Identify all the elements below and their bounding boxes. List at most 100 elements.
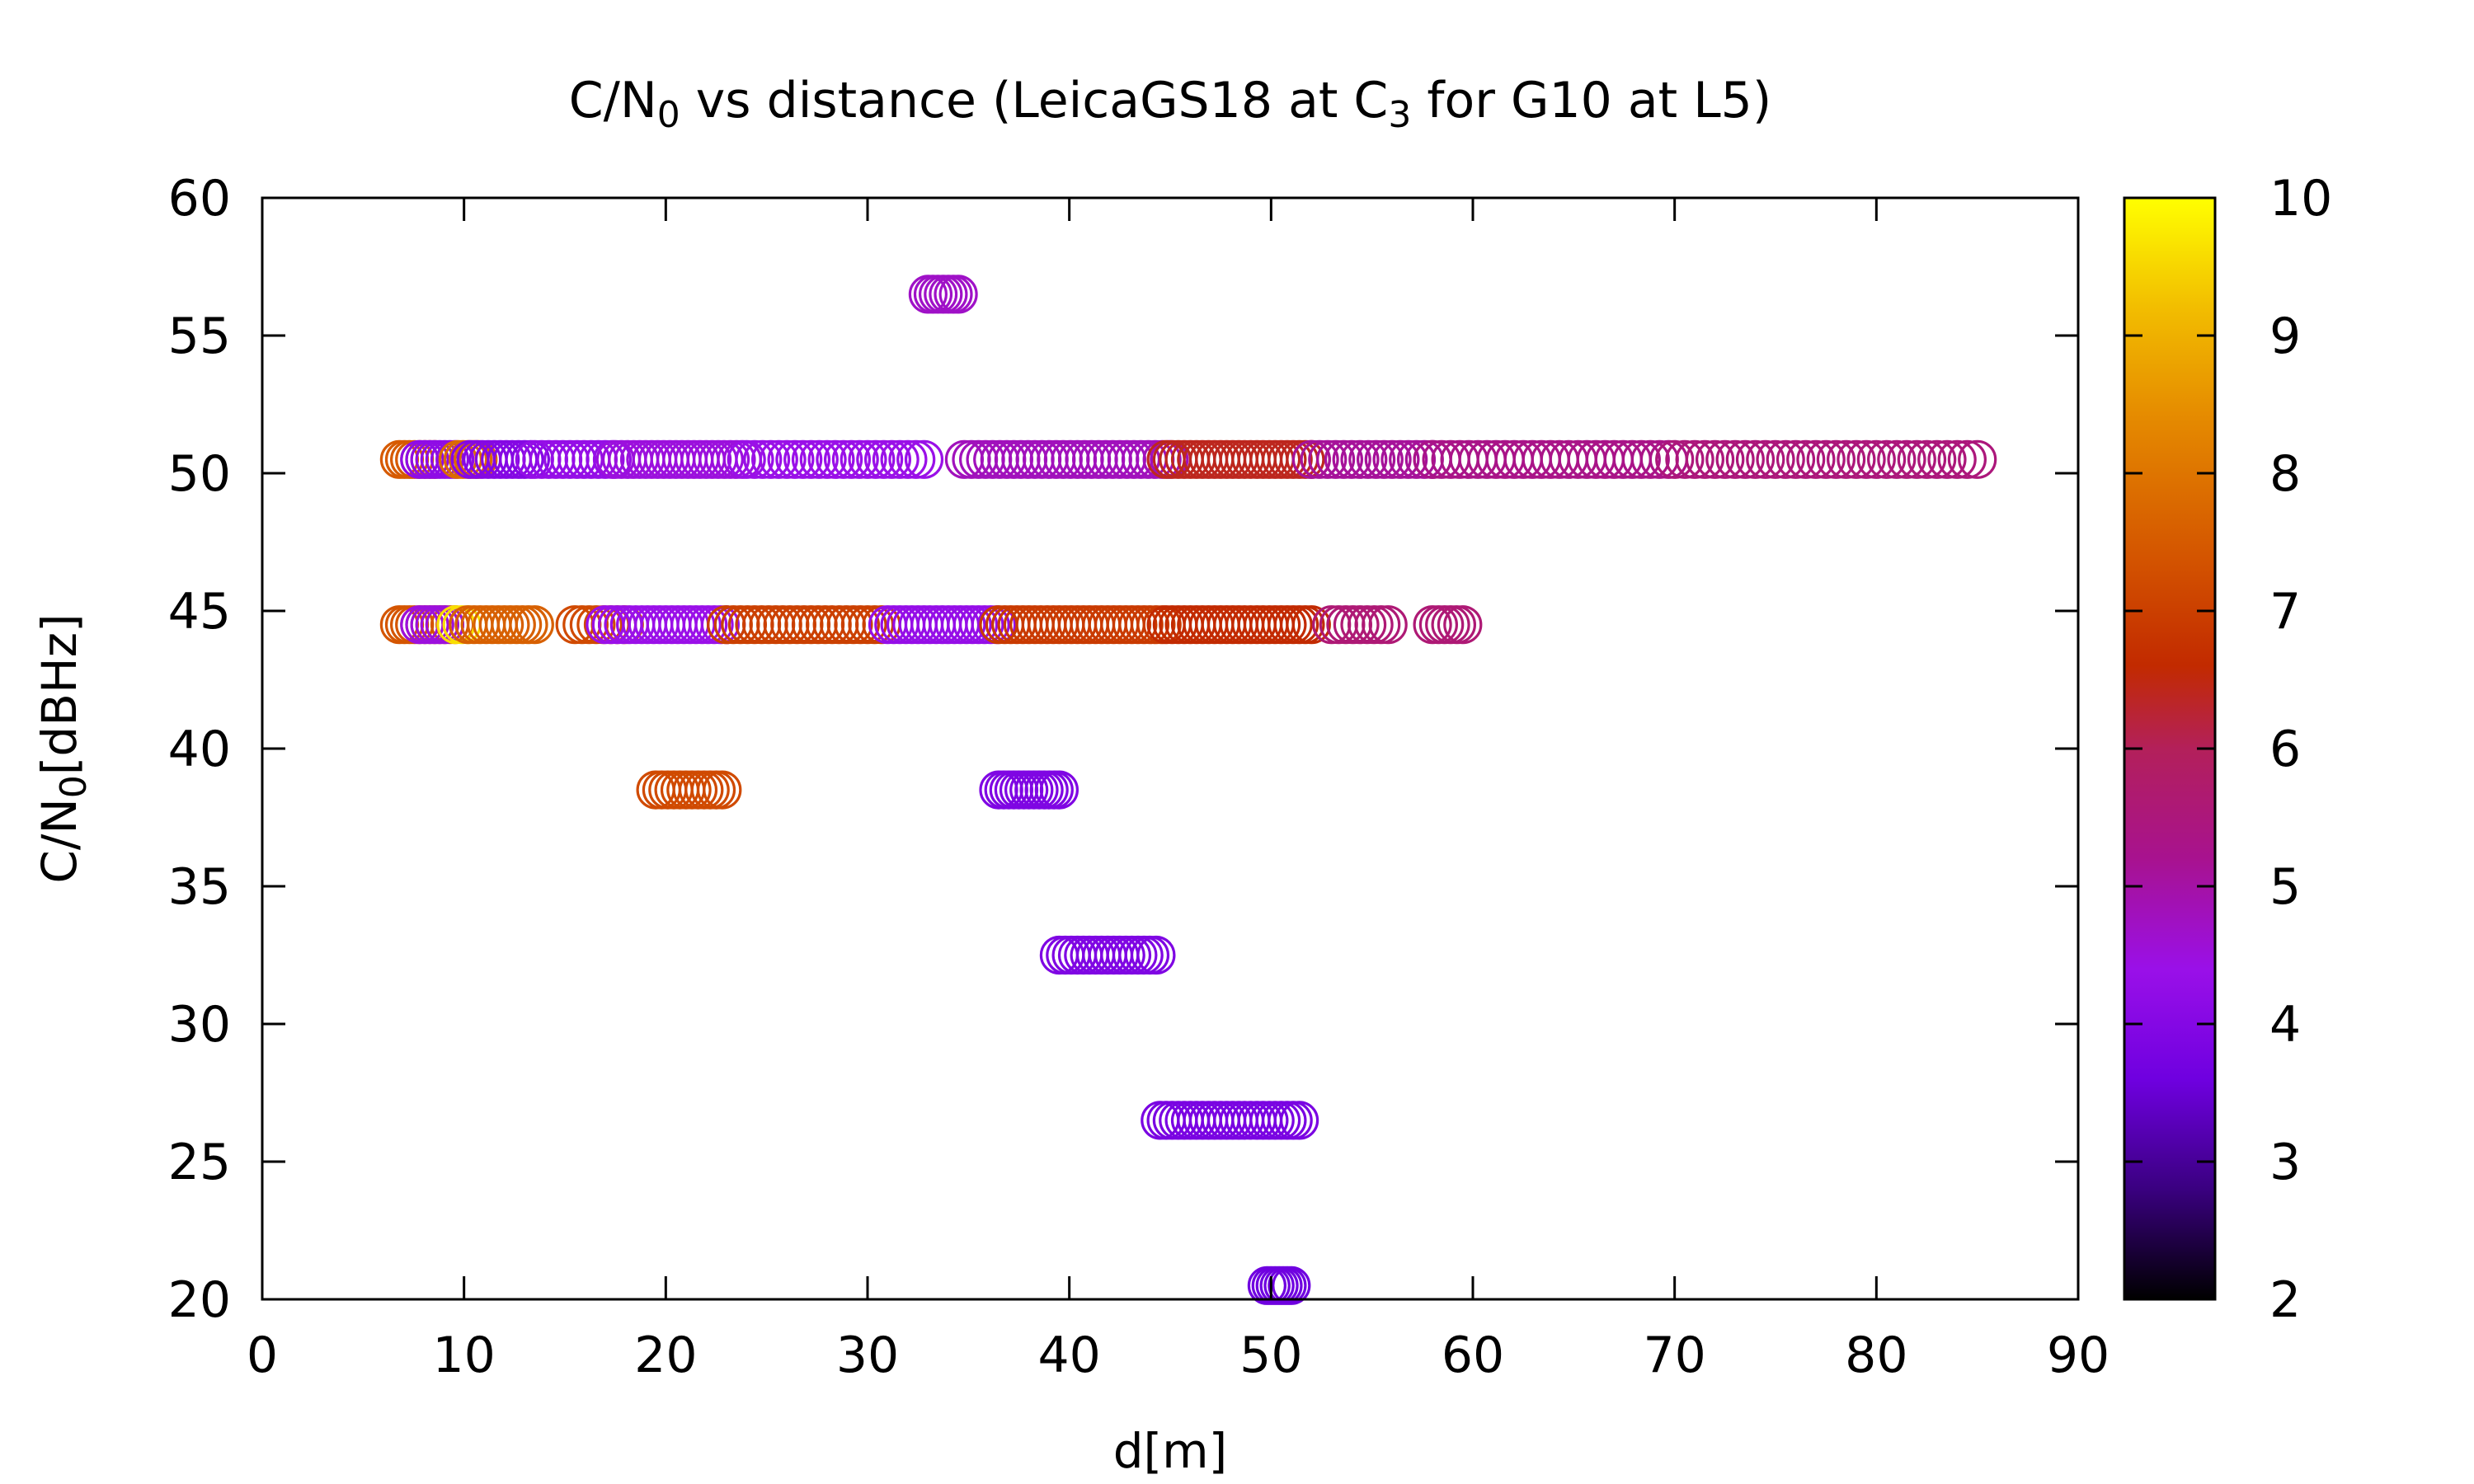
data-point	[1705, 439, 1745, 479]
x-axis: 0 10 20 30 40 50 60 70 80 90	[247, 198, 2109, 1384]
data-point	[1766, 439, 1805, 479]
point-group	[1312, 605, 1408, 645]
data-point	[1786, 439, 1826, 479]
y-tick-label: 40	[168, 721, 231, 778]
data-point	[1364, 439, 1404, 479]
point-group	[1039, 935, 1176, 975]
data-point	[743, 439, 783, 479]
data-point	[1356, 439, 1396, 479]
point-group	[515, 439, 633, 479]
data-point	[1279, 1101, 1319, 1140]
chart-title: C/N0 vs distance (LeicaGS18 at C3 for G1…	[569, 72, 1772, 136]
data-point	[515, 605, 554, 645]
y-tick-label: 25	[168, 1134, 231, 1191]
point-group	[1413, 439, 1688, 479]
data-point	[1340, 439, 1380, 479]
data-point	[1958, 439, 1997, 479]
data-point	[1272, 1266, 1311, 1305]
point-group	[1141, 1101, 1319, 1140]
data-point	[1675, 439, 1714, 479]
point-group	[1291, 439, 1452, 479]
colorbar-tick-label: 7	[2269, 583, 2301, 641]
y-tick-label: 55	[168, 308, 231, 365]
data-point	[1655, 439, 1695, 479]
x-tick-label: 10	[432, 1327, 495, 1384]
colorbar-tick-label: 2	[2269, 1271, 2301, 1329]
data-point	[1380, 439, 1420, 479]
data-point	[1665, 439, 1705, 479]
data-point	[775, 439, 815, 479]
data-point	[1324, 439, 1364, 479]
data-point	[1372, 439, 1412, 479]
data-point	[1867, 439, 1907, 479]
x-tick-label: 40	[1037, 1327, 1100, 1384]
data-point	[831, 439, 872, 479]
data-point	[904, 439, 944, 479]
data-point	[1947, 439, 1987, 479]
data-point	[1136, 935, 1176, 975]
point-group	[979, 770, 1079, 810]
point-group	[908, 275, 978, 314]
data-point	[1332, 439, 1371, 479]
data-point	[1897, 439, 1936, 479]
scatter-points	[379, 275, 1997, 1305]
data-point	[1756, 439, 1795, 479]
data-point	[1917, 439, 1957, 479]
x-tick-label: 20	[634, 1327, 697, 1384]
data-point	[1806, 439, 1846, 479]
x-tick-label: 80	[1845, 1327, 1907, 1384]
x-tick-label: 60	[1442, 1327, 1504, 1384]
x-tick-label: 90	[2047, 1327, 2109, 1384]
point-group	[1247, 1266, 1311, 1305]
data-point	[1630, 439, 1670, 479]
data-point	[1816, 439, 1856, 479]
data-point	[1039, 770, 1079, 810]
colorbar-tick-label: 3	[2269, 1134, 2301, 1191]
x-tick-label: 0	[247, 1327, 278, 1384]
data-point	[1796, 439, 1836, 479]
y-tick-label: 20	[168, 1271, 231, 1329]
point-group	[979, 605, 1182, 645]
data-point	[1837, 439, 1876, 479]
data-point	[896, 439, 936, 479]
data-point	[880, 439, 920, 479]
data-point	[816, 439, 855, 479]
data-point	[1746, 439, 1785, 479]
data-point	[1300, 439, 1339, 479]
data-point	[1396, 439, 1437, 479]
y-axis-title: C/N0[dBHz]	[31, 613, 95, 883]
data-point	[840, 605, 881, 645]
y-tick-label: 30	[168, 996, 231, 1054]
data-point	[727, 439, 766, 479]
point-group	[1413, 605, 1483, 645]
data-point	[823, 439, 863, 479]
y-tick-label: 45	[168, 583, 231, 641]
point-group	[727, 439, 944, 479]
data-point	[888, 439, 928, 479]
y-tick-label: 35	[168, 858, 231, 916]
colorbar-tick-label: 10	[2269, 170, 2332, 228]
point-group	[1655, 439, 1997, 479]
y-axis: 20 25 30 35 40 45 50 55 60	[168, 170, 2078, 1329]
data-point	[1621, 439, 1661, 479]
data-point	[1315, 439, 1356, 479]
data-point	[783, 439, 823, 479]
data-point	[856, 439, 896, 479]
colorbar-tick-label: 5	[2269, 858, 2301, 916]
data-point	[1340, 605, 1380, 645]
data-point	[1354, 605, 1394, 645]
data-point	[1877, 439, 1917, 479]
data-point	[1308, 439, 1348, 479]
data-point	[1291, 605, 1331, 645]
data-point	[807, 439, 847, 479]
data-point	[1715, 439, 1755, 479]
data-point	[1389, 439, 1428, 479]
data-point	[1725, 439, 1765, 479]
point-group	[636, 770, 742, 810]
data-point	[1443, 605, 1483, 645]
data-point	[1907, 439, 1947, 479]
y-tick-label: 50	[168, 445, 231, 503]
data-point	[799, 439, 839, 479]
data-point	[703, 770, 742, 810]
point-group	[868, 605, 1017, 645]
